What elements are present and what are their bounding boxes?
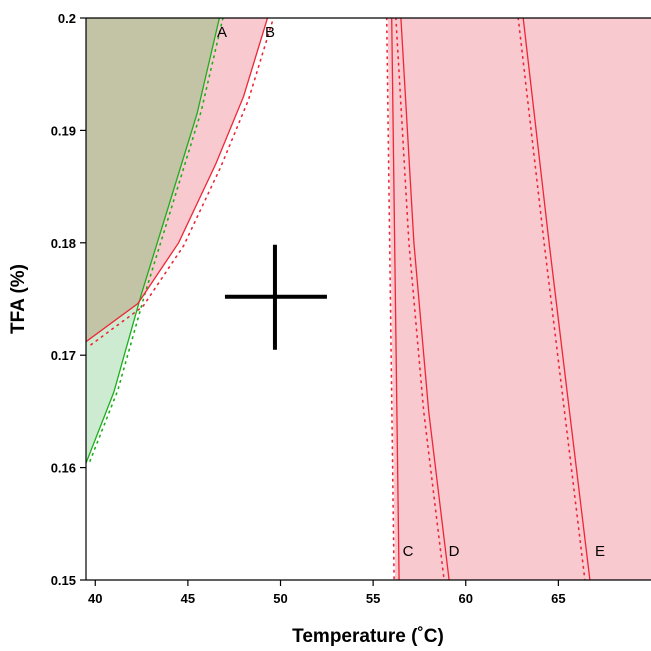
y-tick-label: 0.18	[51, 236, 76, 251]
x-axis-title: Temperature (˚C)	[292, 626, 444, 647]
x-axis-ticks: 40 45 50 55 60 65	[88, 580, 566, 606]
contour-dotted-d	[395, 18, 445, 580]
contour-label-a: A	[217, 24, 227, 41]
x-tick-label: 40	[88, 591, 102, 606]
y-axis-title: TFA (%)	[8, 264, 29, 334]
x-tick-label: 45	[181, 591, 195, 606]
overlap-region	[86, 18, 220, 342]
contour-dotted-c	[385, 18, 395, 580]
y-tick-label: 0.15	[51, 573, 76, 588]
contour-label-c: C	[403, 543, 414, 560]
contour-label-d: D	[449, 543, 460, 560]
contour-dotted-b	[90, 20, 274, 346]
contour-line-b	[86, 18, 269, 343]
contour-line-d	[400, 18, 450, 580]
axes	[85, 17, 651, 581]
y-tick-label: 0.17	[51, 348, 76, 363]
contour-dotted-a	[89, 18, 224, 462]
red-region-right	[387, 18, 651, 580]
y-tick-label: 0.16	[51, 461, 76, 476]
contour-line-e	[522, 18, 591, 580]
contour-label-e: E	[595, 543, 605, 560]
contour-labels: A B C D E	[217, 24, 605, 560]
x-tick-label: 65	[551, 591, 565, 606]
contour-line-a	[86, 18, 221, 464]
contour-label-b: B	[265, 24, 275, 41]
contour-curves	[86, 18, 591, 580]
x-tick-label: 50	[273, 591, 287, 606]
y-tick-label: 0.2	[58, 11, 76, 26]
contour-dotted-e	[517, 18, 586, 580]
crosshair-marker	[224, 244, 327, 350]
x-tick-label: 55	[366, 591, 380, 606]
contour-line-c	[391, 18, 400, 580]
x-tick-label: 60	[459, 591, 473, 606]
y-axis-ticks: 0.15 0.16 0.17 0.18 0.19 0.2	[51, 11, 86, 588]
feasibility-regions	[86, 18, 651, 580]
y-tick-label: 0.19	[51, 123, 76, 138]
